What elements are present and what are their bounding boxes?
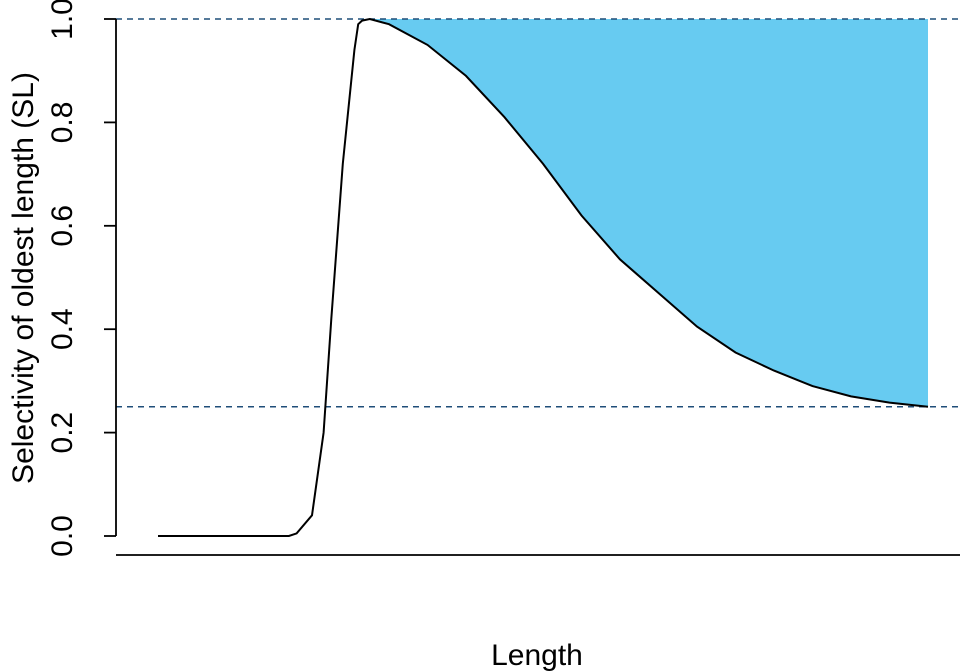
selectivity-curve (158, 17, 929, 537)
shaded-area (369, 19, 928, 407)
y-tick-label: 0.0 (46, 515, 79, 557)
y-tick-label: 0.8 (46, 102, 79, 144)
plot-area (116, 17, 960, 537)
axes: 0.0 0.2 0.4 0.6 0.8 1.0 (46, 0, 960, 557)
x-axis-title: Length (491, 639, 583, 672)
y-tick-label: 1.0 (46, 0, 79, 40)
y-tick-label: 0.4 (46, 308, 79, 350)
y-tick-label: 0.2 (46, 412, 79, 454)
y-tick-label: 0.6 (46, 205, 79, 247)
y-axis-title: Selectivity of oldest length (SL) (7, 72, 40, 484)
